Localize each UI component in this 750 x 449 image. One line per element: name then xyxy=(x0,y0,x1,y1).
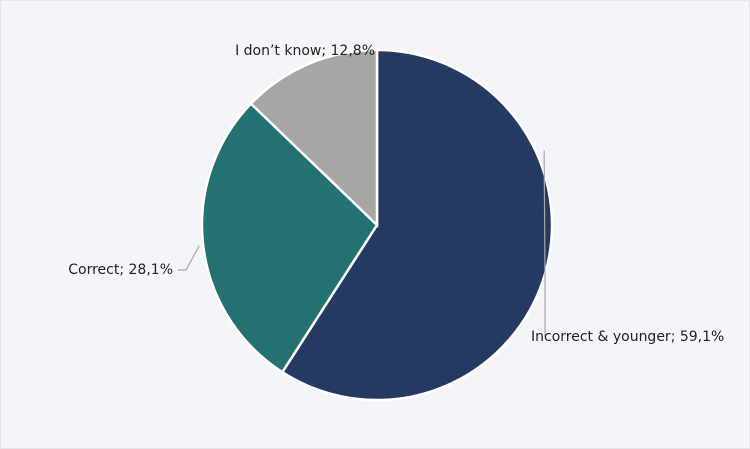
pie-slice xyxy=(200,101,379,374)
slice-label: Correct; 28,1% xyxy=(68,262,173,278)
leader-line xyxy=(543,150,546,337)
slice-label: I don’t know; 12,8% xyxy=(235,43,375,59)
pie-slice xyxy=(249,48,379,228)
leader-line xyxy=(178,245,200,271)
slice-label: Incorrect & younger; 59,1% xyxy=(531,329,724,345)
